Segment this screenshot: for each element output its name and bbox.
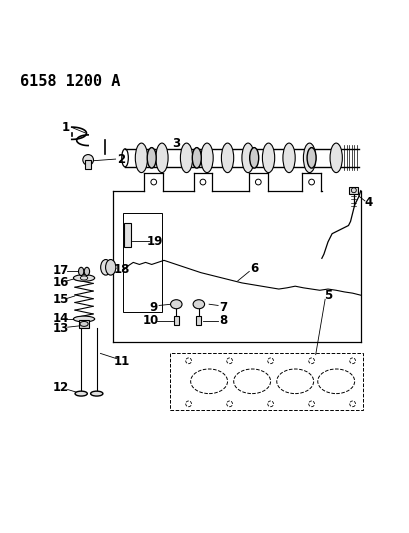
Ellipse shape (90, 391, 103, 396)
Ellipse shape (303, 143, 315, 173)
Ellipse shape (249, 148, 258, 168)
Ellipse shape (241, 143, 254, 173)
Ellipse shape (306, 148, 315, 168)
Bar (85, 160, 91, 169)
Bar (123, 213, 162, 312)
Ellipse shape (170, 300, 182, 309)
Ellipse shape (262, 143, 274, 173)
Circle shape (83, 155, 93, 165)
Ellipse shape (75, 391, 87, 396)
Ellipse shape (221, 143, 233, 173)
Text: 14: 14 (52, 312, 69, 325)
Text: 6: 6 (249, 262, 258, 275)
Bar (124, 223, 131, 247)
Text: 5: 5 (323, 289, 331, 302)
Text: 16: 16 (52, 276, 69, 288)
Text: 18: 18 (114, 263, 130, 276)
Text: 17: 17 (52, 264, 69, 277)
Text: 12: 12 (52, 381, 69, 394)
Ellipse shape (147, 148, 156, 168)
Text: 11: 11 (114, 355, 130, 368)
Ellipse shape (106, 260, 116, 275)
Text: 10: 10 (142, 314, 159, 327)
Ellipse shape (73, 316, 94, 322)
Ellipse shape (155, 143, 168, 173)
Bar (173, 316, 178, 325)
Text: 9: 9 (149, 301, 157, 314)
Text: 15: 15 (52, 293, 69, 306)
Ellipse shape (200, 143, 213, 173)
Text: 19: 19 (146, 235, 163, 248)
Ellipse shape (192, 148, 201, 168)
Ellipse shape (100, 260, 110, 275)
Bar (196, 316, 201, 325)
Text: 2: 2 (117, 152, 125, 166)
Ellipse shape (84, 268, 90, 276)
Text: 3: 3 (172, 137, 180, 150)
Ellipse shape (73, 274, 94, 281)
Bar (79, 320, 89, 328)
Text: 13: 13 (52, 322, 69, 335)
Text: 6158 1200 A: 6158 1200 A (20, 74, 121, 89)
Bar (348, 187, 357, 193)
Text: 4: 4 (364, 197, 372, 209)
Ellipse shape (78, 268, 83, 276)
Ellipse shape (180, 143, 192, 173)
Text: 7: 7 (219, 301, 227, 314)
Text: 8: 8 (219, 314, 227, 327)
Bar (170, 353, 362, 410)
Ellipse shape (282, 143, 294, 173)
Ellipse shape (329, 143, 342, 173)
Text: 1: 1 (61, 122, 70, 134)
Ellipse shape (135, 143, 147, 173)
Ellipse shape (193, 300, 204, 309)
